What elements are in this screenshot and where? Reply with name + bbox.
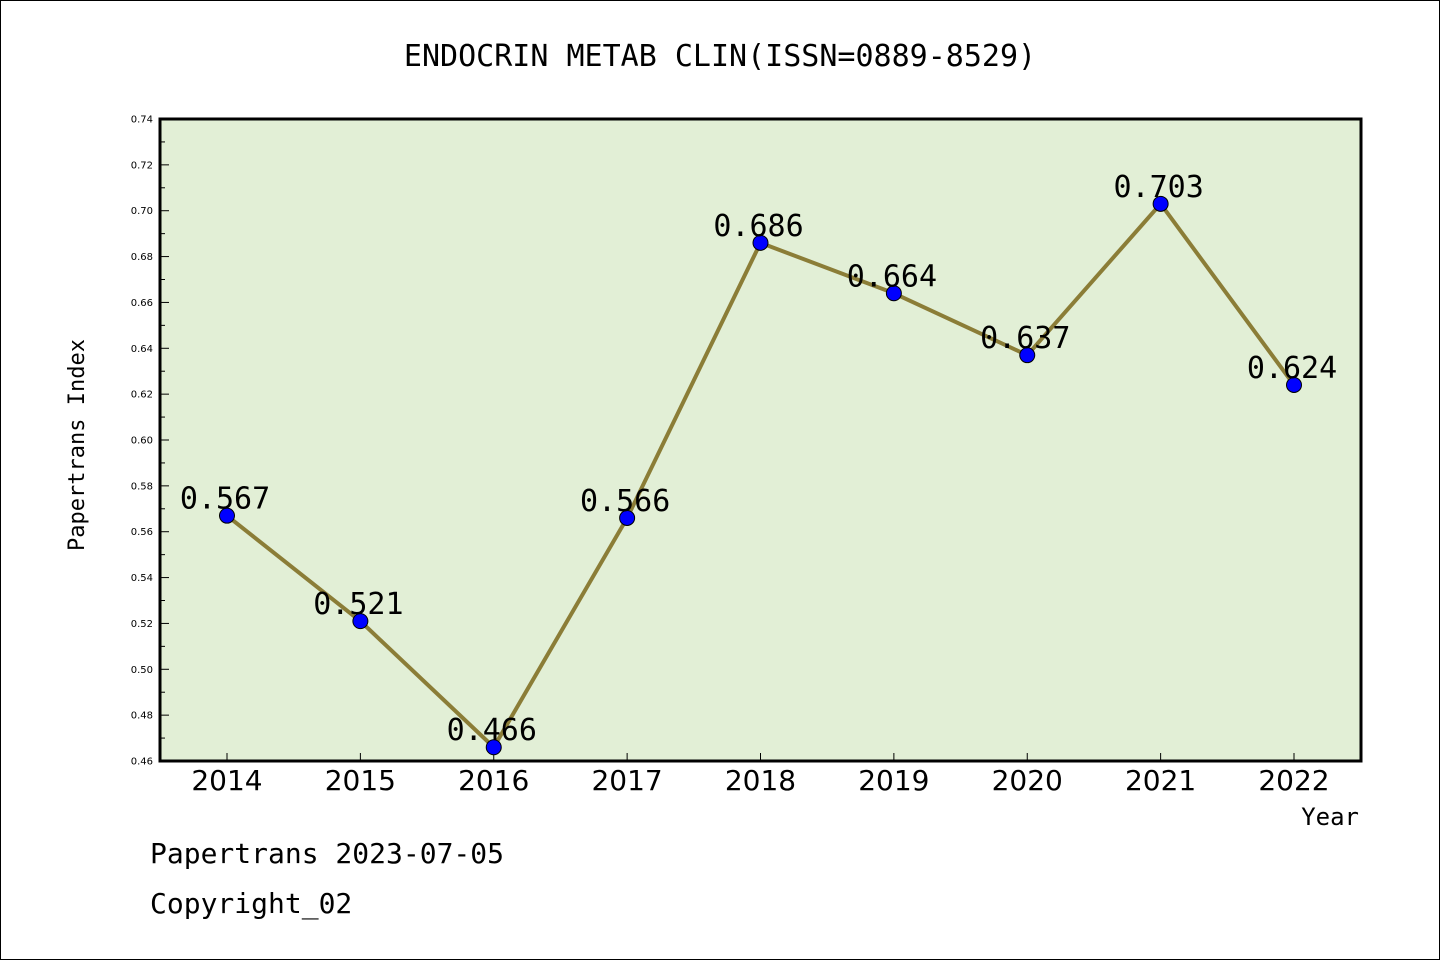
x-tick-label: 2019 xyxy=(858,764,929,797)
y-tick-label: 0.64 xyxy=(131,344,153,355)
data-point xyxy=(485,739,502,756)
y-tick-label: 0.60 xyxy=(131,436,153,447)
x-tick-label: 2018 xyxy=(725,764,796,797)
y-tick-label: 0.72 xyxy=(131,160,153,171)
chart-title: ENDOCRIN METAB CLIN(ISSN=0889-8529) xyxy=(404,39,1036,74)
y-tick-label: 0.74 xyxy=(131,115,153,126)
data-label: 0.664 xyxy=(847,259,937,294)
y-axis: 0.46 0.48 0.50 0.52 0.54 0.56 0.58 0.60 0.62 0.64… xyxy=(131,115,169,768)
y-tick-label: 0.68 xyxy=(131,252,153,263)
data-point xyxy=(219,507,235,524)
plot-area xyxy=(158,117,1363,763)
data-label: 0.703 xyxy=(1113,170,1203,205)
y-tick-label: 0.54 xyxy=(131,573,153,584)
data-point xyxy=(619,509,636,526)
data-label: 0.686 xyxy=(713,209,803,244)
y-tick-label: 0.70 xyxy=(131,206,153,217)
x-tick-label: 2017 xyxy=(591,764,662,797)
y-tick-label: 0.58 xyxy=(131,481,153,492)
x-tick-label: 2022 xyxy=(1258,764,1329,797)
x-tick-label: 2016 xyxy=(458,764,529,797)
data-label: 0.521 xyxy=(313,587,403,622)
data-label: 0.466 xyxy=(447,713,537,748)
data-point xyxy=(1019,347,1036,364)
y-tick-label: 0.66 xyxy=(131,298,153,309)
y-tick-label: 0.48 xyxy=(131,711,153,722)
data-label: 0.637 xyxy=(980,321,1070,356)
data-label: 0.567 xyxy=(180,482,270,517)
data-point xyxy=(352,613,369,630)
y-axis-label: Papertrans Index xyxy=(65,339,90,551)
data-label: 0.566 xyxy=(580,484,670,519)
series xyxy=(219,195,1302,756)
y-tick-label: 0.56 xyxy=(131,527,153,538)
y-tick-label: 0.52 xyxy=(131,619,153,630)
y-tick-label: 0.46 xyxy=(131,757,153,768)
x-tick-label: 2020 xyxy=(992,764,1063,797)
data-point xyxy=(752,234,769,251)
y-tick-label: 0.62 xyxy=(131,390,153,401)
x-tick-label: 2021 xyxy=(1125,764,1196,797)
footer-copyright: Copyright_02 xyxy=(150,887,352,921)
x-tick-label: 2015 xyxy=(325,764,396,797)
data-labels: 0.567 0.521 0.466 0.566 0.686 0.664 0.637 0.703… xyxy=(180,170,1337,748)
data-point xyxy=(885,285,902,302)
data-label: 0.624 xyxy=(1247,351,1337,386)
data-point xyxy=(1286,376,1302,393)
x-axis: 2014 2015 2016 2017 2018 2019 2020 2021 2022 xyxy=(191,753,1330,797)
x-axis-label: Year xyxy=(1301,803,1359,831)
y-tick-label: 0.50 xyxy=(131,665,153,676)
footer-date: Papertrans 2023-07-05 xyxy=(150,837,504,870)
data-point xyxy=(1152,195,1169,212)
x-tick-label: 2014 xyxy=(191,764,262,797)
